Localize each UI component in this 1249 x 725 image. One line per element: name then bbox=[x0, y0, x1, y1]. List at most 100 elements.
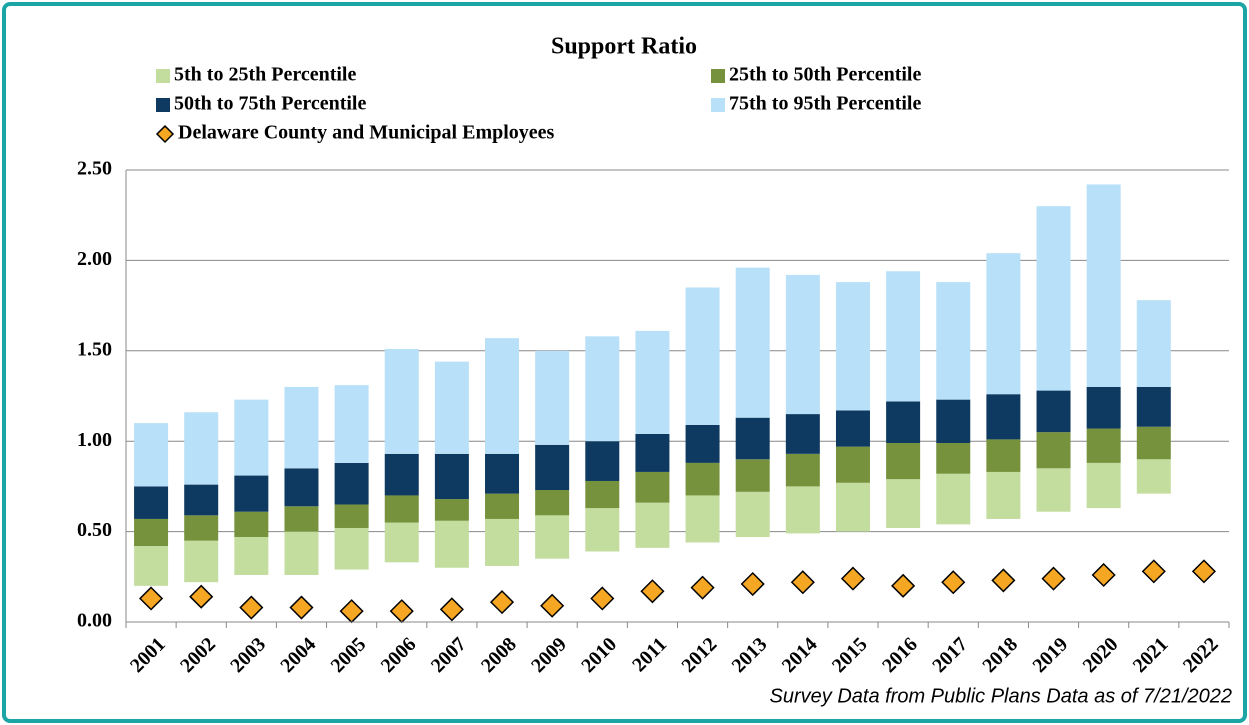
bar-segment bbox=[134, 518, 169, 547]
marker bbox=[941, 570, 966, 595]
bar-segment bbox=[886, 443, 921, 480]
bar-segment bbox=[134, 546, 169, 586]
marker bbox=[289, 595, 314, 620]
bar-segment bbox=[685, 287, 720, 425]
legend-swatch bbox=[156, 69, 170, 83]
bar-segment bbox=[334, 462, 369, 505]
bar-segment bbox=[1086, 386, 1121, 429]
marker bbox=[991, 568, 1016, 593]
bar-segment bbox=[735, 267, 770, 418]
marker bbox=[540, 593, 565, 618]
legend-swatch bbox=[156, 98, 170, 112]
bar-segment bbox=[434, 520, 469, 568]
bar-segment bbox=[886, 271, 921, 402]
bar-segment bbox=[485, 518, 520, 566]
bar-segment bbox=[234, 399, 269, 476]
bar-segment bbox=[434, 361, 469, 454]
bar-segment bbox=[635, 433, 670, 472]
marker bbox=[640, 579, 665, 604]
legend-label: 50th to 75th Percentile bbox=[174, 93, 366, 115]
marker bbox=[439, 597, 464, 622]
bar-segment bbox=[1086, 184, 1121, 387]
bar-segment bbox=[635, 502, 670, 548]
bar-segment bbox=[334, 504, 369, 528]
legend-label: 25th to 50th Percentile bbox=[729, 64, 921, 86]
bar-segment bbox=[986, 471, 1021, 519]
bar-segment bbox=[785, 414, 820, 454]
bar-segment bbox=[635, 330, 670, 434]
bar-segment bbox=[735, 491, 770, 538]
bar-segment bbox=[384, 453, 419, 496]
bar-segment bbox=[485, 493, 520, 519]
bar-segment bbox=[1136, 426, 1171, 460]
bar-segment bbox=[986, 253, 1021, 395]
bar-segment bbox=[785, 486, 820, 534]
y-tick-label: 0.50 bbox=[77, 519, 112, 541]
bar-segment bbox=[284, 531, 319, 575]
marker bbox=[489, 590, 515, 615]
bar-segment bbox=[635, 471, 670, 503]
bar-segment bbox=[735, 417, 770, 460]
bar-segment bbox=[1136, 300, 1171, 387]
y-tick-label: 2.50 bbox=[77, 158, 112, 180]
bar-segment bbox=[936, 282, 971, 400]
bar-segment bbox=[685, 462, 720, 496]
y-tick-label: 0.00 bbox=[77, 610, 112, 632]
marker bbox=[840, 566, 866, 591]
y-tick-label: 2.00 bbox=[77, 248, 112, 270]
bar-segment bbox=[434, 499, 469, 521]
bar-segment bbox=[234, 537, 269, 575]
marker bbox=[790, 570, 815, 595]
bar-segment bbox=[485, 453, 520, 494]
bar-segment bbox=[936, 399, 971, 444]
bar-segment bbox=[485, 338, 520, 454]
marker bbox=[740, 571, 765, 597]
bar-segment bbox=[334, 385, 369, 463]
bar-segment bbox=[886, 401, 921, 444]
bar-segment bbox=[585, 336, 620, 442]
bar-segment bbox=[284, 468, 319, 507]
bar-segment bbox=[1136, 386, 1171, 427]
bar-segment bbox=[134, 486, 169, 519]
bar-segment bbox=[234, 475, 269, 512]
bar-segment bbox=[835, 282, 870, 411]
bar-segment bbox=[986, 394, 1021, 440]
bar-segment bbox=[284, 386, 319, 469]
bar-segment bbox=[384, 522, 419, 563]
bar-segment bbox=[886, 479, 921, 528]
bar-segment bbox=[835, 482, 870, 532]
y-tick-label: 1.00 bbox=[77, 429, 112, 451]
bar-segment bbox=[785, 453, 820, 487]
bar-segment bbox=[535, 444, 570, 491]
bar-segment bbox=[585, 480, 620, 509]
bar-segment bbox=[585, 508, 620, 552]
bar-segment bbox=[986, 439, 1021, 472]
bar-segment bbox=[284, 506, 319, 532]
bar-segment bbox=[735, 459, 770, 492]
bar-segment bbox=[184, 412, 219, 485]
note: Survey Data from Public Plans Data as of… bbox=[770, 685, 1232, 707]
marker bbox=[1041, 566, 1066, 591]
legend-swatch bbox=[155, 124, 175, 144]
bar-segment bbox=[936, 443, 971, 474]
marker bbox=[891, 573, 916, 598]
bar-segment bbox=[535, 515, 570, 559]
bar-segment bbox=[134, 423, 169, 487]
marker bbox=[1141, 559, 1166, 584]
bar-segment bbox=[1036, 206, 1071, 391]
marker bbox=[1191, 559, 1216, 584]
marker bbox=[1091, 562, 1116, 588]
marker bbox=[189, 584, 214, 609]
marker bbox=[139, 586, 164, 611]
bar-segment bbox=[1036, 432, 1071, 469]
bar-segment bbox=[685, 424, 720, 463]
bar-segment bbox=[184, 484, 219, 516]
bar-segment bbox=[1136, 459, 1171, 494]
bar-segment bbox=[434, 453, 469, 500]
marker bbox=[239, 595, 264, 620]
bar-segment bbox=[384, 348, 419, 454]
marker bbox=[690, 575, 715, 600]
bar-segment bbox=[936, 473, 971, 525]
legend-swatch bbox=[711, 69, 725, 83]
bar-segment bbox=[1086, 462, 1121, 509]
